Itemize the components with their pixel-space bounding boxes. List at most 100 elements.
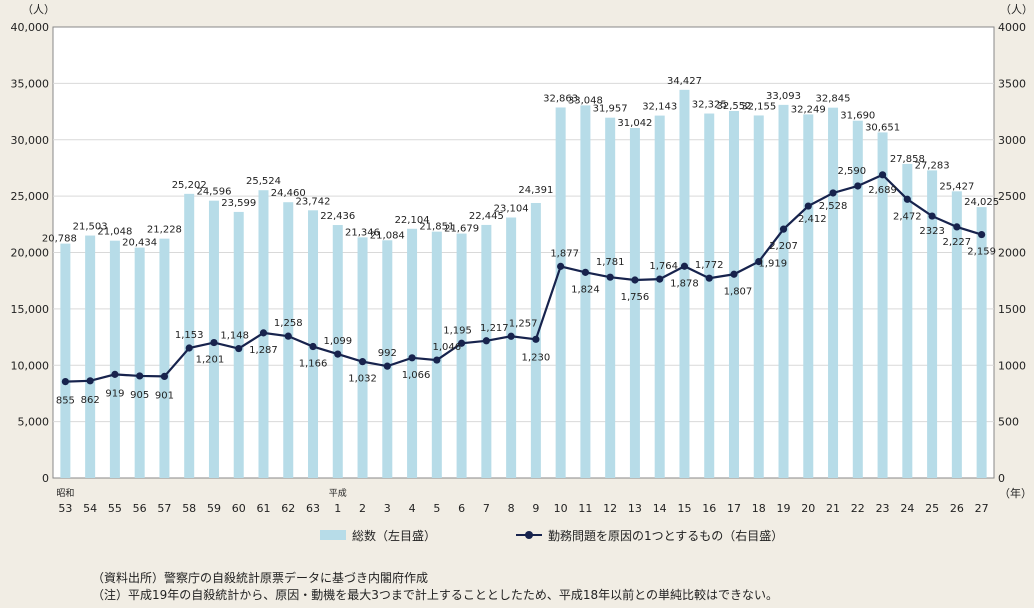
bar <box>481 224 492 478</box>
line-point <box>656 275 664 283</box>
line-value-label: 1,287 <box>249 345 278 356</box>
line-point <box>755 258 763 266</box>
line-value-label: 2,472 <box>893 211 922 222</box>
bar-value-label: 31,042 <box>617 118 652 129</box>
line-point <box>953 223 961 231</box>
x-tick-label: 13 <box>628 502 642 515</box>
line-point <box>804 202 812 210</box>
bar <box>85 235 96 478</box>
line-value-label: 1,781 <box>596 257 625 268</box>
x-tick-label: 16 <box>702 502 716 515</box>
line-value-label: 1,756 <box>621 292 650 303</box>
line-point <box>978 230 986 239</box>
right-tick-label: 500 <box>998 416 1019 429</box>
x-tick-label: 57 <box>157 502 171 515</box>
line-point <box>408 354 416 362</box>
bar-value-label: 32,249 <box>791 104 826 115</box>
legend-bar-swatch <box>320 530 346 540</box>
line-point <box>309 342 317 351</box>
line-value-label: 992 <box>378 348 397 359</box>
bar <box>159 238 170 478</box>
line-point <box>779 225 788 233</box>
line-value-label: 1,919 <box>758 259 787 270</box>
x-tick-label: 3 <box>384 502 391 515</box>
bar-value-label: 20,434 <box>122 238 157 249</box>
line-point <box>86 377 94 385</box>
bar-value-label: 33,093 <box>766 91 801 102</box>
x-tick-label: 24 <box>900 502 914 515</box>
line-point <box>111 370 119 378</box>
line-value-label: 1,764 <box>649 261 678 272</box>
x-tick-label: 11 <box>578 502 592 515</box>
line-value-label: 1,824 <box>571 284 600 295</box>
x-tick-label: 10 <box>554 502 568 515</box>
line-value-label: 1,772 <box>695 260 724 271</box>
x-tick-label: 5 <box>433 502 440 515</box>
bar <box>382 240 393 478</box>
legend-line-label: 勤務問題を原因の1つとするもの（右目盛） <box>548 528 784 543</box>
line-point <box>928 212 936 220</box>
bar <box>60 243 71 478</box>
line-value-label: 1,066 <box>402 370 431 381</box>
line-value-label: 1,877 <box>550 248 579 259</box>
bar <box>456 233 467 478</box>
bar <box>555 107 566 479</box>
bar <box>877 132 888 478</box>
bar <box>134 247 145 478</box>
bar-value-label: 32,155 <box>741 101 776 112</box>
line-point <box>854 182 862 190</box>
bar <box>976 207 987 479</box>
line-value-label: 2,528 <box>819 201 848 212</box>
x-tick-label: 58 <box>182 502 196 515</box>
bar-value-label: 23,742 <box>296 196 331 207</box>
bar-value-label: 25,427 <box>939 181 974 192</box>
line-point <box>259 329 268 337</box>
right-tick-label: 2000 <box>998 247 1026 260</box>
bar <box>407 228 418 478</box>
x-tick-label: 25 <box>925 502 939 515</box>
right-tick-label: 0 <box>998 472 1005 485</box>
x-tick-label: 8 <box>508 502 515 515</box>
x-tick-label: 55 <box>108 502 122 515</box>
line-value-label: 1,217 <box>480 323 509 334</box>
bar-value-label: 32,863 <box>543 93 578 104</box>
right-tick-label: 2500 <box>998 190 1026 203</box>
x-tick-label: 54 <box>83 502 97 515</box>
right-tick-label: 3000 <box>998 134 1026 147</box>
source-note: （資料出所）警察庁の自殺統計原票データに基づき内閣府作成 <box>92 571 429 585</box>
left-tick-label: 25,000 <box>11 190 50 203</box>
bar-value-label: 25,524 <box>246 176 281 187</box>
line-value-label: 2323 <box>919 226 944 237</box>
left-tick-label: 5,000 <box>18 416 50 429</box>
bar <box>629 128 640 478</box>
bar <box>654 115 665 478</box>
right-tick-label: 1500 <box>998 303 1026 316</box>
line-value-label: 905 <box>130 390 149 401</box>
bar-value-label: 21,503 <box>73 222 108 233</box>
line-value-label: 1,807 <box>724 286 753 297</box>
x-tick-label: 12 <box>603 502 617 515</box>
series-line <box>65 173 982 383</box>
line-point <box>136 372 144 380</box>
x-axis-unit: （年） <box>999 486 1032 500</box>
line-value-label: 2,590 <box>837 166 866 177</box>
bar <box>753 115 764 478</box>
line-value-label: 1,878 <box>670 278 699 289</box>
left-tick-label: 35,000 <box>11 77 50 90</box>
x-tick-label: 9 <box>532 502 539 515</box>
line-value-label: 1,201 <box>196 355 225 366</box>
bar <box>431 231 442 478</box>
bar-value-label: 21,048 <box>97 227 132 238</box>
legend-item-line: 勤務問題を原因の1つとするもの（右目盛） <box>516 527 783 544</box>
line-point <box>507 332 515 340</box>
footnotes: （資料出所）警察庁の自殺統計原票データに基づき内閣府作成 （注）平成19年の自殺… <box>92 570 778 604</box>
line-point <box>185 344 193 352</box>
bar-value-label: 24,391 <box>518 185 553 196</box>
bar-value-label: 32,143 <box>642 102 677 113</box>
line-value-label: 1,258 <box>274 318 303 329</box>
bar-value-label: 21,228 <box>147 225 182 236</box>
right-tick-label: 3500 <box>998 77 1026 90</box>
bar <box>109 240 120 478</box>
bar <box>679 89 690 478</box>
